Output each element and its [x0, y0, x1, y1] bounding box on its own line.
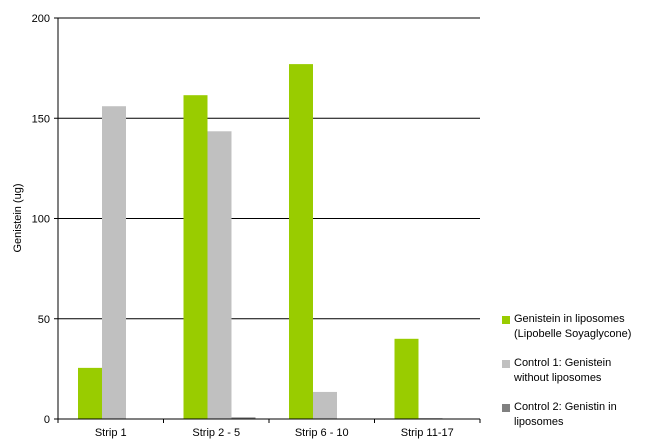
y-tick-label: 100: [32, 214, 50, 226]
y-tick-label: 0: [44, 414, 50, 426]
legend-swatch: [502, 404, 510, 412]
legend-swatch: [502, 316, 510, 324]
bar: [394, 338, 419, 419]
y-tick-label: 150: [32, 113, 50, 125]
bar: [289, 64, 313, 420]
x-tick-label: Strip 1: [95, 427, 127, 439]
legend-label: Control 2: Genistin in liposomes: [514, 401, 617, 428]
legend-swatch: [502, 360, 510, 368]
legend-item: Control 2: Genistin in liposomes: [502, 400, 652, 430]
bar: [102, 106, 126, 419]
y-tick-label: 50: [38, 314, 50, 326]
x-tick-label: Strip 11-17: [401, 427, 454, 439]
x-tick-label: Strip 6 - 10: [295, 427, 349, 439]
bar: [231, 417, 256, 419]
legend-item: Genistein in liposomes (Lipobelle Soyagl…: [502, 312, 652, 342]
x-tick-labels: Strip 1 Strip 2 - 5 Strip 6 - 10 Strip 11-1…: [57, 419, 481, 439]
y-axis-label: Genistein (ug): [12, 183, 24, 252]
x-tick-label: Strip 2 - 5: [192, 427, 240, 439]
legend-label: Genistein in liposomes (Lipobelle Soyagl…: [514, 313, 632, 340]
legend-label: Control 1: Genistein without liposomes: [514, 357, 612, 384]
bar: [207, 131, 232, 419]
bar: [78, 367, 102, 419]
y-tick-label: 200: [32, 13, 50, 25]
bars: [78, 64, 443, 420]
legend-item: Control 1: Genistein without liposomes: [502, 356, 652, 386]
bar: [418, 417, 443, 419]
gridlines: [58, 17, 480, 320]
bar: [313, 391, 337, 419]
bar: [183, 95, 208, 419]
y-tick-labels: 0 50 100 150 200: [32, 13, 58, 426]
legend: Genistein in liposomes (Lipobelle Soyagl…: [502, 312, 652, 444]
